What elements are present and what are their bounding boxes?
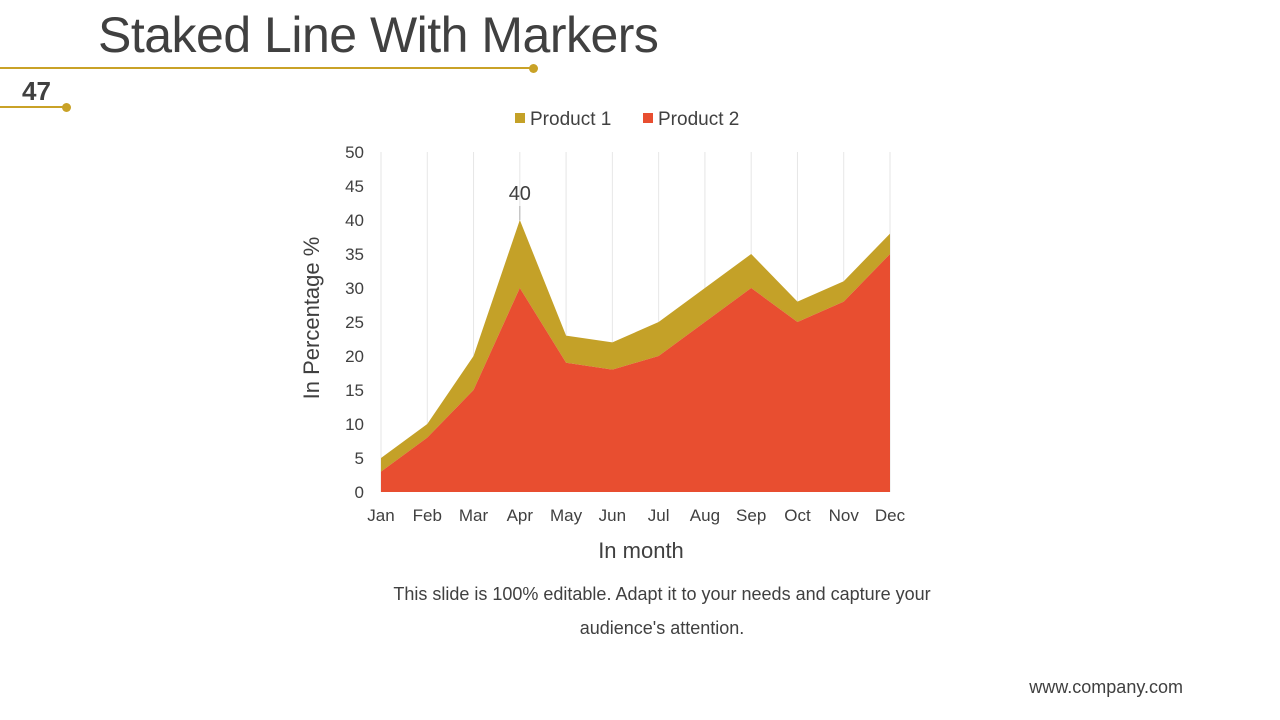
- slide-number: 47: [22, 76, 51, 106]
- y-tick-10: 10: [345, 415, 364, 434]
- slide-title: Staked Line With Markers: [98, 7, 659, 63]
- data-label-apr: 40: [509, 183, 531, 205]
- y-tick-45: 45: [345, 177, 364, 196]
- legend-swatch-product-2: [643, 113, 653, 123]
- y-tick-35: 35: [345, 245, 364, 264]
- legend-swatch-product-1: [515, 113, 525, 123]
- x-tick-mar: Mar: [459, 506, 489, 525]
- x-tick-jun: Jun: [599, 506, 626, 525]
- x-tick-may: May: [550, 506, 583, 525]
- x-tick-dec: Dec: [875, 506, 906, 525]
- x-tick-apr: Apr: [507, 506, 534, 525]
- area-product-2: [381, 254, 890, 492]
- legend-label-product-1: Product 1: [530, 109, 611, 130]
- y-tick-30: 30: [345, 279, 364, 298]
- footer-website[interactable]: www.company.com: [1029, 677, 1183, 697]
- y-tick-20: 20: [345, 347, 364, 366]
- x-tick-sep: Sep: [736, 506, 766, 525]
- x-tick-aug: Aug: [690, 506, 720, 525]
- x-axis-title: In month: [598, 538, 684, 563]
- x-tick-oct: Oct: [784, 506, 811, 525]
- y-tick-5: 5: [355, 449, 364, 468]
- x-tick-jul: Jul: [648, 506, 670, 525]
- y-tick-50: 50: [345, 143, 364, 162]
- y-tick-0: 0: [355, 483, 364, 502]
- y-axis-title: In Percentage %: [299, 237, 324, 400]
- x-tick-feb: Feb: [413, 506, 442, 525]
- x-tick-jan: Jan: [367, 506, 394, 525]
- caption-line-1: This slide is 100% editable. Adapt it to…: [393, 584, 931, 604]
- legend-label-product-2: Product 2: [658, 109, 739, 130]
- y-tick-15: 15: [345, 381, 364, 400]
- title-underline-dot: [529, 64, 538, 73]
- area-product-1: [381, 220, 890, 472]
- x-tick-nov: Nov: [829, 506, 860, 525]
- slide-number-underline: [0, 106, 67, 108]
- caption-line-2: audience's attention.: [579, 618, 745, 638]
- y-tick-40: 40: [345, 211, 364, 230]
- y-tick-25: 25: [345, 313, 364, 332]
- slide-number-dot: [62, 103, 71, 112]
- title-underline: [0, 67, 534, 69]
